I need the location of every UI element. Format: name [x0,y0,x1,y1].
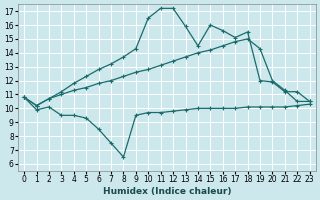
X-axis label: Humidex (Indice chaleur): Humidex (Indice chaleur) [103,187,231,196]
